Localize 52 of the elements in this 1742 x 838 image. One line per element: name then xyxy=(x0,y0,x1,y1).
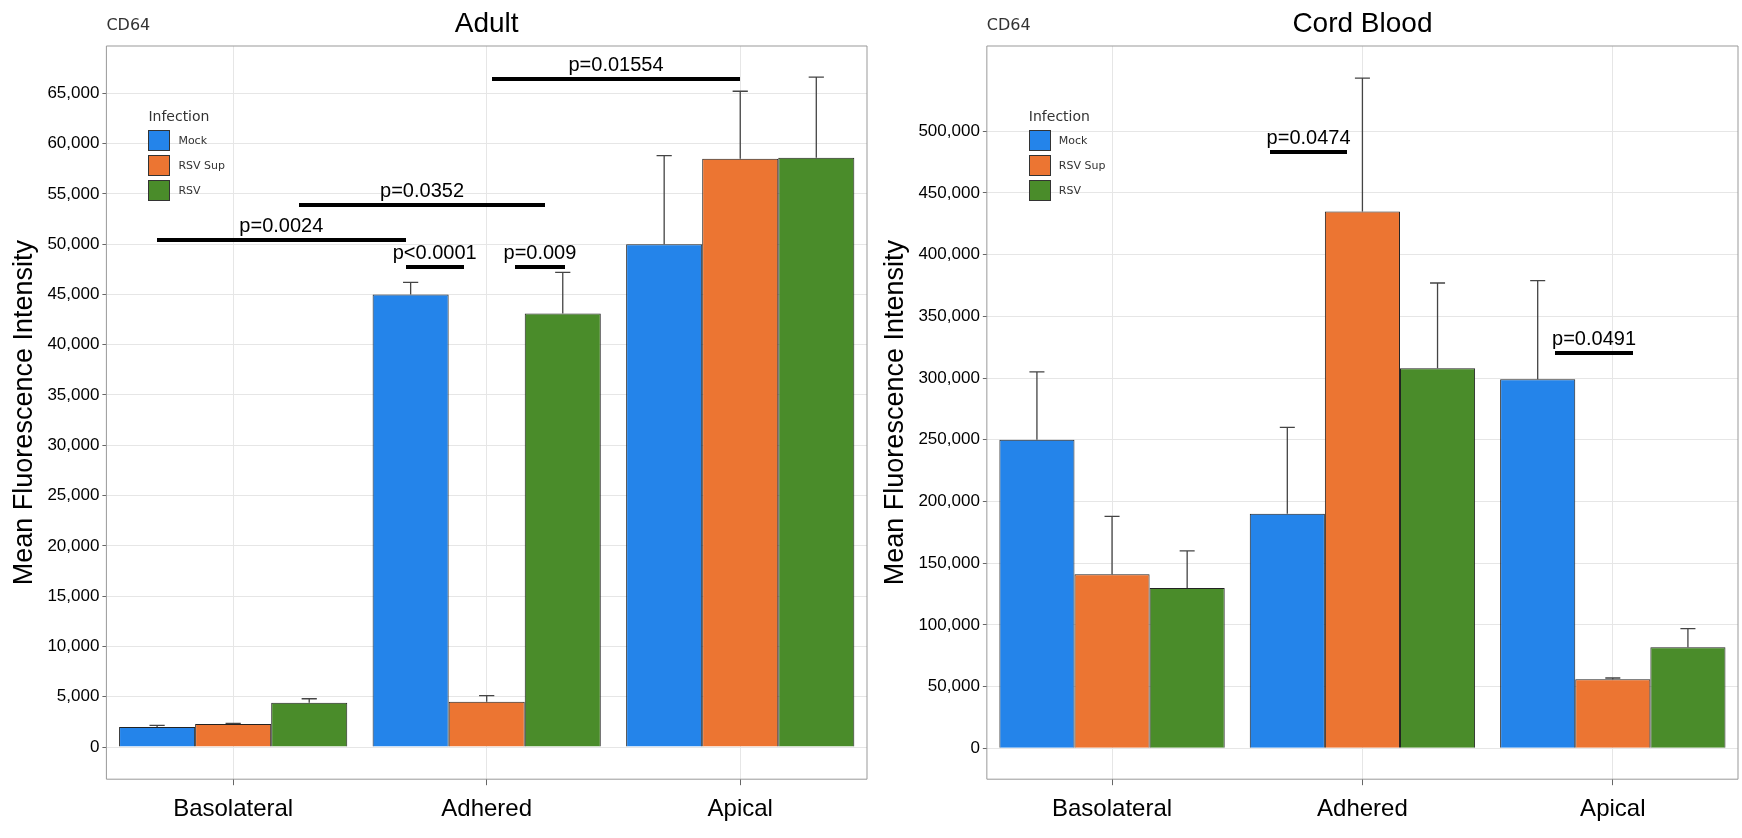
y-tick-label: 30,000 xyxy=(47,434,100,454)
x-tick-label: Adhered xyxy=(1317,794,1408,822)
y-tick-label: 0 xyxy=(970,738,980,758)
legend-label: Mock xyxy=(1058,134,1088,147)
x-tick-label: Apical xyxy=(1580,794,1646,822)
y-tick-label: 10,000 xyxy=(47,636,100,656)
y-tick-label: 450,000 xyxy=(918,182,980,202)
chart-title: Cord Blood xyxy=(1292,7,1433,38)
y-tick-label: 0 xyxy=(89,736,100,756)
chart-subtitle: CD64 xyxy=(986,15,1031,34)
y-tick-label: 65,000 xyxy=(47,82,100,102)
y-tick-label: 25,000 xyxy=(47,485,100,505)
y-tick-label: 15,000 xyxy=(47,585,100,605)
y-tick-label: 45,000 xyxy=(47,284,100,304)
legend-title: Infection xyxy=(1028,108,1091,124)
y-axis-title: Mean Fluorescence Intensity xyxy=(7,239,38,586)
y-tick-label: 250,000 xyxy=(918,429,980,449)
y-tick-label: 35,000 xyxy=(47,384,100,404)
y-tick-label: 40,000 xyxy=(47,334,100,354)
y-tick-label: 5,000 xyxy=(56,686,100,706)
y-tick-label: 20,000 xyxy=(47,535,100,555)
annotation: p=0.0352 xyxy=(380,179,465,202)
annotation: p=0.0491 xyxy=(1552,327,1637,350)
y-tick-label: 50,000 xyxy=(47,233,100,253)
x-tick-label: Adhered xyxy=(441,794,533,822)
legend-label: RSV xyxy=(178,184,201,197)
annotation: p=0.009 xyxy=(503,241,577,264)
y-tick-label: 200,000 xyxy=(918,491,980,511)
y-axis-title: Mean Fluorescence Intensity xyxy=(878,239,909,586)
y-tick-label: 150,000 xyxy=(918,552,980,572)
annotation: p<0.0001 xyxy=(392,241,477,264)
legend-label: RSV Sup xyxy=(1058,159,1106,172)
y-tick-label: 300,000 xyxy=(918,367,980,387)
y-tick-label: 350,000 xyxy=(918,306,980,326)
chart-title: Adult xyxy=(454,7,519,38)
y-tick-label: 50,000 xyxy=(927,676,980,696)
y-tick-label: 500,000 xyxy=(918,120,980,140)
chart-subtitle: CD64 xyxy=(106,15,151,34)
x-tick-label: Basolateral xyxy=(1052,794,1173,822)
legend-label: RSV Sup xyxy=(178,159,225,172)
y-tick-label: 60,000 xyxy=(47,133,100,153)
legend-title: Infection xyxy=(148,108,211,124)
annotation: p=0.0474 xyxy=(1266,126,1351,149)
y-tick-label: 100,000 xyxy=(918,614,980,634)
annotation: p=0.0024 xyxy=(239,214,324,237)
y-tick-label: 400,000 xyxy=(918,244,980,264)
annotation: p=0.01554 xyxy=(568,52,664,75)
x-tick-label: Apical xyxy=(707,794,773,822)
x-tick-label: Basolateral xyxy=(173,794,294,822)
y-tick-label: 55,000 xyxy=(47,183,100,203)
legend-label: RSV xyxy=(1058,184,1081,197)
legend-label: Mock xyxy=(178,134,208,147)
